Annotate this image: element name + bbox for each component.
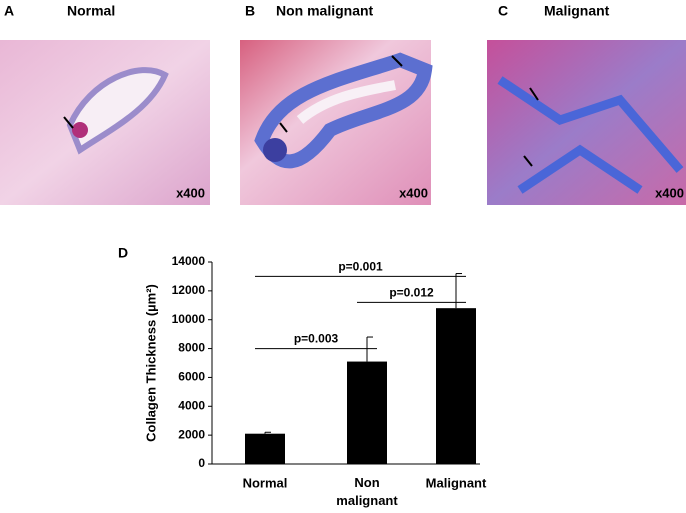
y-tick-label: 10000 bbox=[172, 312, 206, 326]
bar bbox=[436, 308, 476, 464]
micrograph-a bbox=[0, 40, 210, 205]
panel-letter: B bbox=[245, 3, 255, 19]
panel-letter: D bbox=[118, 245, 128, 261]
x-tick-label: Non malignant bbox=[336, 475, 398, 508]
x-tick-label: Normal bbox=[243, 475, 288, 490]
magnification: x400 bbox=[655, 185, 684, 200]
y-tick-label: 4000 bbox=[178, 398, 205, 412]
p-value: p=0.012 bbox=[389, 286, 434, 300]
y-tick-label: 2000 bbox=[178, 427, 205, 441]
p-value: p=0.003 bbox=[294, 332, 339, 346]
y-axis-label: Collagen Thickness (µm²) bbox=[143, 284, 158, 442]
micrograph-c bbox=[487, 40, 686, 205]
y-tick-label: 6000 bbox=[178, 370, 205, 384]
y-tick-label: 8000 bbox=[178, 341, 205, 355]
micrograph-b bbox=[240, 40, 433, 205]
bar bbox=[347, 361, 387, 464]
panel-letter: C bbox=[498, 3, 508, 19]
y-tick-label: 14000 bbox=[172, 254, 206, 268]
panel-title: Non malignant bbox=[276, 3, 374, 19]
bar bbox=[245, 433, 285, 464]
p-value: p=0.001 bbox=[338, 260, 383, 274]
panel-letter: A bbox=[4, 3, 14, 19]
y-tick-label: 12000 bbox=[172, 283, 206, 297]
y-tick-label: 0 bbox=[198, 456, 205, 470]
magnification: x400 bbox=[176, 185, 205, 200]
panel-title: Malignant bbox=[544, 3, 610, 19]
magnification: x400 bbox=[399, 185, 428, 200]
panel-title: Normal bbox=[67, 3, 115, 19]
x-tick-label: Malignant bbox=[426, 475, 487, 490]
